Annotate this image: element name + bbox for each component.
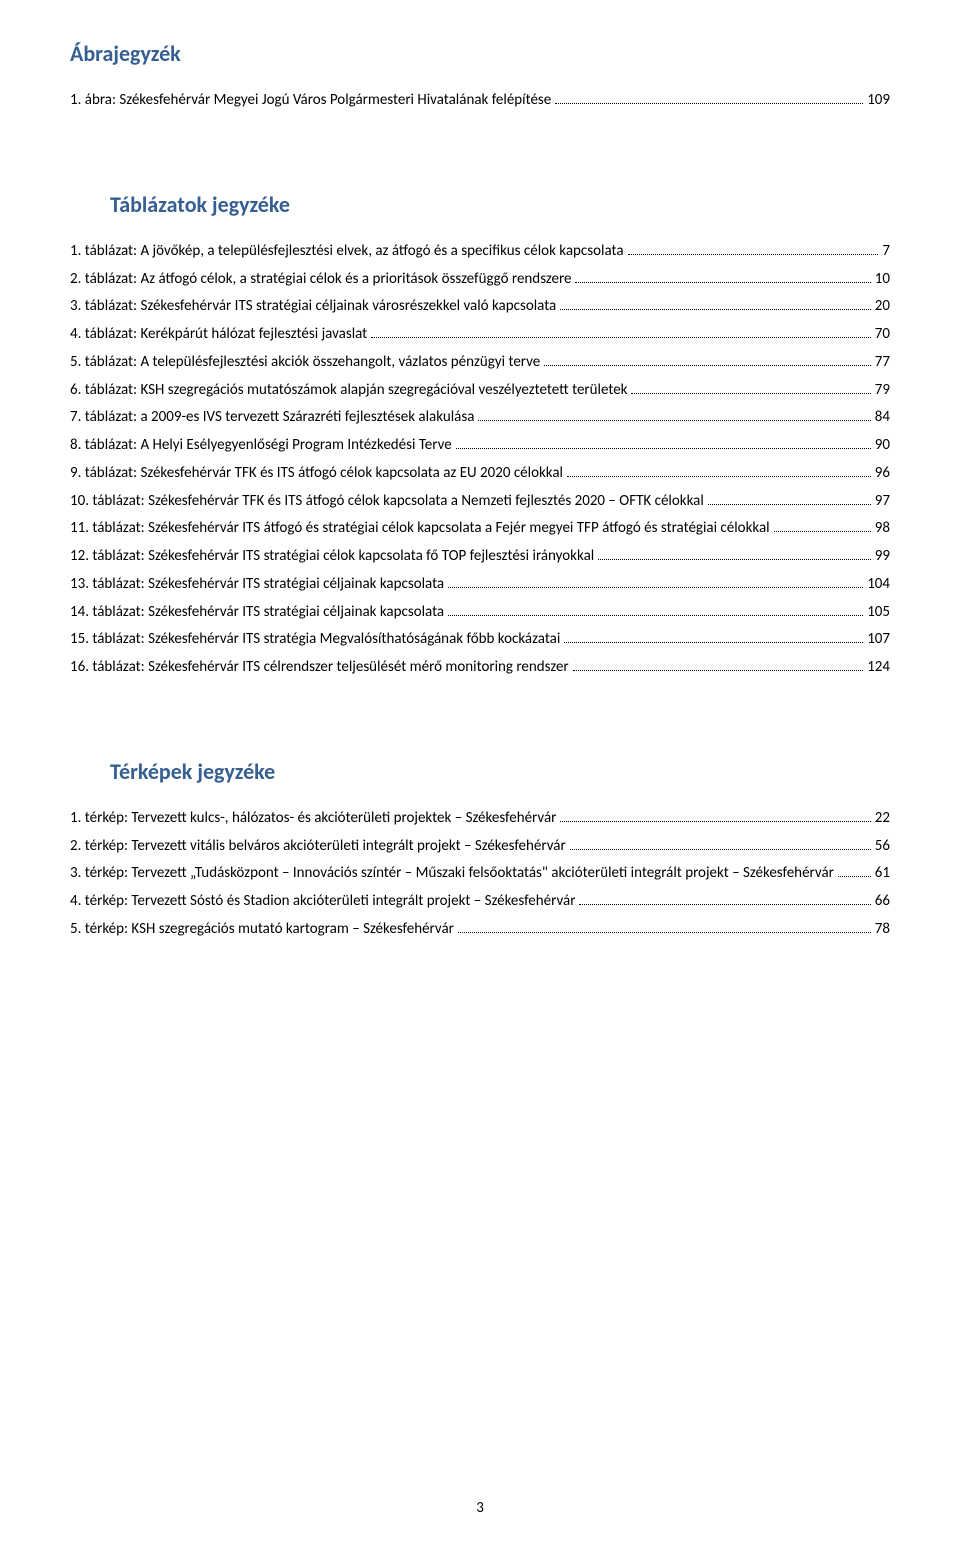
- toc-text: 15. táblázat: Székesfehérvár ITS stratég…: [70, 626, 560, 654]
- toc-leader: [371, 324, 871, 339]
- toc-text: 8. táblázat: A Helyi Esélyegyenlőségi Pr…: [70, 432, 452, 460]
- toc-entry: 9. táblázat: Székesfehérvár TFK és ITS á…: [70, 460, 890, 488]
- toc-page: 109: [867, 87, 890, 115]
- toc-text: 3. táblázat: Székesfehérvár ITS stratégi…: [70, 293, 556, 321]
- toc-text: 2. táblázat: Az átfogó célok, a stratégi…: [70, 266, 571, 294]
- toc-text: 16. táblázat: Székesfehérvár ITS célrend…: [70, 654, 569, 682]
- toc-leader: [628, 240, 879, 255]
- toc-text: 5. táblázat: A településfejlesztési akci…: [70, 349, 540, 377]
- toc-text: 13. táblázat: Székesfehérvár ITS stratég…: [70, 571, 444, 599]
- toc-leader: [456, 435, 871, 450]
- toc-entry: 16. táblázat: Székesfehérvár ITS célrend…: [70, 654, 890, 682]
- toc-page: 10: [875, 266, 890, 294]
- toc-entry: 7. táblázat: a 2009-es IVS tervezett Szá…: [70, 404, 890, 432]
- toc-entry: 1. térkép: Tervezett kulcs-, hálózatos- …: [70, 805, 890, 833]
- toc-entry: 2. táblázat: Az átfogó célok, a stratégi…: [70, 266, 890, 294]
- toc-text: 4. táblázat: Kerékpárút hálózat fejleszt…: [70, 321, 367, 349]
- toc-leader: [573, 657, 864, 672]
- toc-text: 12. táblázat: Székesfehérvár ITS stratég…: [70, 543, 594, 571]
- toc-leader: [555, 90, 863, 105]
- toc-text: 7. táblázat: a 2009-es IVS tervezett Szá…: [70, 404, 474, 432]
- toc-page: 61: [875, 860, 890, 888]
- toc-entry: 4. táblázat: Kerékpárút hálózat fejleszt…: [70, 321, 890, 349]
- page-number: 3: [0, 1499, 960, 1517]
- toc-leader: [564, 629, 863, 644]
- toc-text: 10. táblázat: Székesfehérvár TFK és ITS …: [70, 488, 704, 516]
- toc-leader: [448, 573, 863, 588]
- toc-text: 6. táblázat: KSH szegregációs mutatószám…: [70, 377, 627, 405]
- toc-leader: [478, 407, 870, 422]
- toc-entry: 3. táblázat: Székesfehérvár ITS stratégi…: [70, 293, 890, 321]
- toc-leader: [575, 268, 870, 283]
- toc-page: 70: [875, 321, 890, 349]
- toc-page: 98: [875, 515, 890, 543]
- toc-entry: 14. táblázat: Székesfehérvár ITS stratég…: [70, 599, 890, 627]
- toc-page: 97: [875, 488, 890, 516]
- toc-text: 5. térkép: KSH szegregációs mutató karto…: [70, 916, 454, 944]
- toc-leader: [570, 835, 871, 850]
- toc-leader: [579, 891, 870, 906]
- toc-leader: [774, 518, 871, 533]
- toc-entry: 11. táblázat: Székesfehérvár ITS átfogó …: [70, 515, 890, 543]
- toc-leader: [560, 296, 871, 311]
- toc-entry: 6. táblázat: KSH szegregációs mutatószám…: [70, 377, 890, 405]
- toc-page: 7: [882, 238, 890, 266]
- toc-text: 4. térkép: Tervezett Sóstó és Stadion ak…: [70, 888, 575, 916]
- toc-page: 124: [867, 654, 890, 682]
- toc-entry: 1. táblázat: A jövőkép, a településfejle…: [70, 238, 890, 266]
- toc-page: 96: [875, 460, 890, 488]
- toc-text: 1. táblázat: A jövőkép, a településfejle…: [70, 238, 624, 266]
- toc-page: 99: [875, 543, 890, 571]
- section-gap: [70, 682, 890, 742]
- toc-leader: [567, 462, 871, 477]
- toc-page: 84: [875, 404, 890, 432]
- toc-leader: [458, 918, 871, 933]
- toc-page: 79: [875, 377, 890, 405]
- toc-leader: [544, 351, 871, 366]
- toc-entry: 1. ábra: Székesfehérvár Megyei Jogú Váro…: [70, 87, 890, 115]
- toc-entry: 8. táblázat: A Helyi Esélyegyenlőségi Pr…: [70, 432, 890, 460]
- toc-page: 78: [875, 916, 890, 944]
- toc-text: 3. térkép: Tervezett „Tudásközpont – Inn…: [70, 860, 834, 888]
- section-heading-abrajegyzek: Ábrajegyzék: [70, 40, 890, 67]
- toc-leader: [448, 601, 863, 616]
- section-heading-terkepek: Térképek jegyzéke: [70, 758, 890, 785]
- toc-leader: [631, 379, 870, 394]
- toc-entry: 15. táblázat: Székesfehérvár ITS stratég…: [70, 626, 890, 654]
- toc-leader: [708, 490, 871, 505]
- toc-leader: [560, 807, 870, 822]
- toc-page: 107: [867, 626, 890, 654]
- toc-page: 104: [867, 571, 890, 599]
- toc-page: 90: [875, 432, 890, 460]
- toc-page: 22: [875, 805, 890, 833]
- toc-entry: 10. táblázat: Székesfehérvár TFK és ITS …: [70, 488, 890, 516]
- toc-page: 77: [875, 349, 890, 377]
- toc-text: 2. térkép: Tervezett vitális belváros ak…: [70, 833, 566, 861]
- toc-entry: 5. táblázat: A településfejlesztési akci…: [70, 349, 890, 377]
- toc-entry: 12. táblázat: Székesfehérvár ITS stratég…: [70, 543, 890, 571]
- document-page: Ábrajegyzék 1. ábra: Székesfehérvár Megy…: [0, 0, 960, 1545]
- section-heading-tablazatok: Táblázatok jegyzéke: [70, 191, 890, 218]
- section-gap: [70, 115, 890, 175]
- toc-entry: 3. térkép: Tervezett „Tudásközpont – Inn…: [70, 860, 890, 888]
- toc-leader: [598, 546, 871, 561]
- toc-page: 105: [867, 599, 890, 627]
- toc-text: 1. ábra: Székesfehérvár Megyei Jogú Váro…: [70, 87, 551, 115]
- toc-text: 1. térkép: Tervezett kulcs-, hálózatos- …: [70, 805, 556, 833]
- toc-text: 11. táblázat: Székesfehérvár ITS átfogó …: [70, 515, 770, 543]
- toc-entry: 5. térkép: KSH szegregációs mutató karto…: [70, 916, 890, 944]
- toc-entry: 2. térkép: Tervezett vitális belváros ak…: [70, 833, 890, 861]
- toc-page: 56: [875, 833, 890, 861]
- toc-entry: 4. térkép: Tervezett Sóstó és Stadion ak…: [70, 888, 890, 916]
- toc-text: 14. táblázat: Székesfehérvár ITS stratég…: [70, 599, 444, 627]
- toc-text: 9. táblázat: Székesfehérvár TFK és ITS á…: [70, 460, 563, 488]
- toc-entry: 13. táblázat: Székesfehérvár ITS stratég…: [70, 571, 890, 599]
- toc-page: 20: [875, 293, 890, 321]
- toc-page: 66: [875, 888, 890, 916]
- toc-leader: [838, 863, 871, 878]
